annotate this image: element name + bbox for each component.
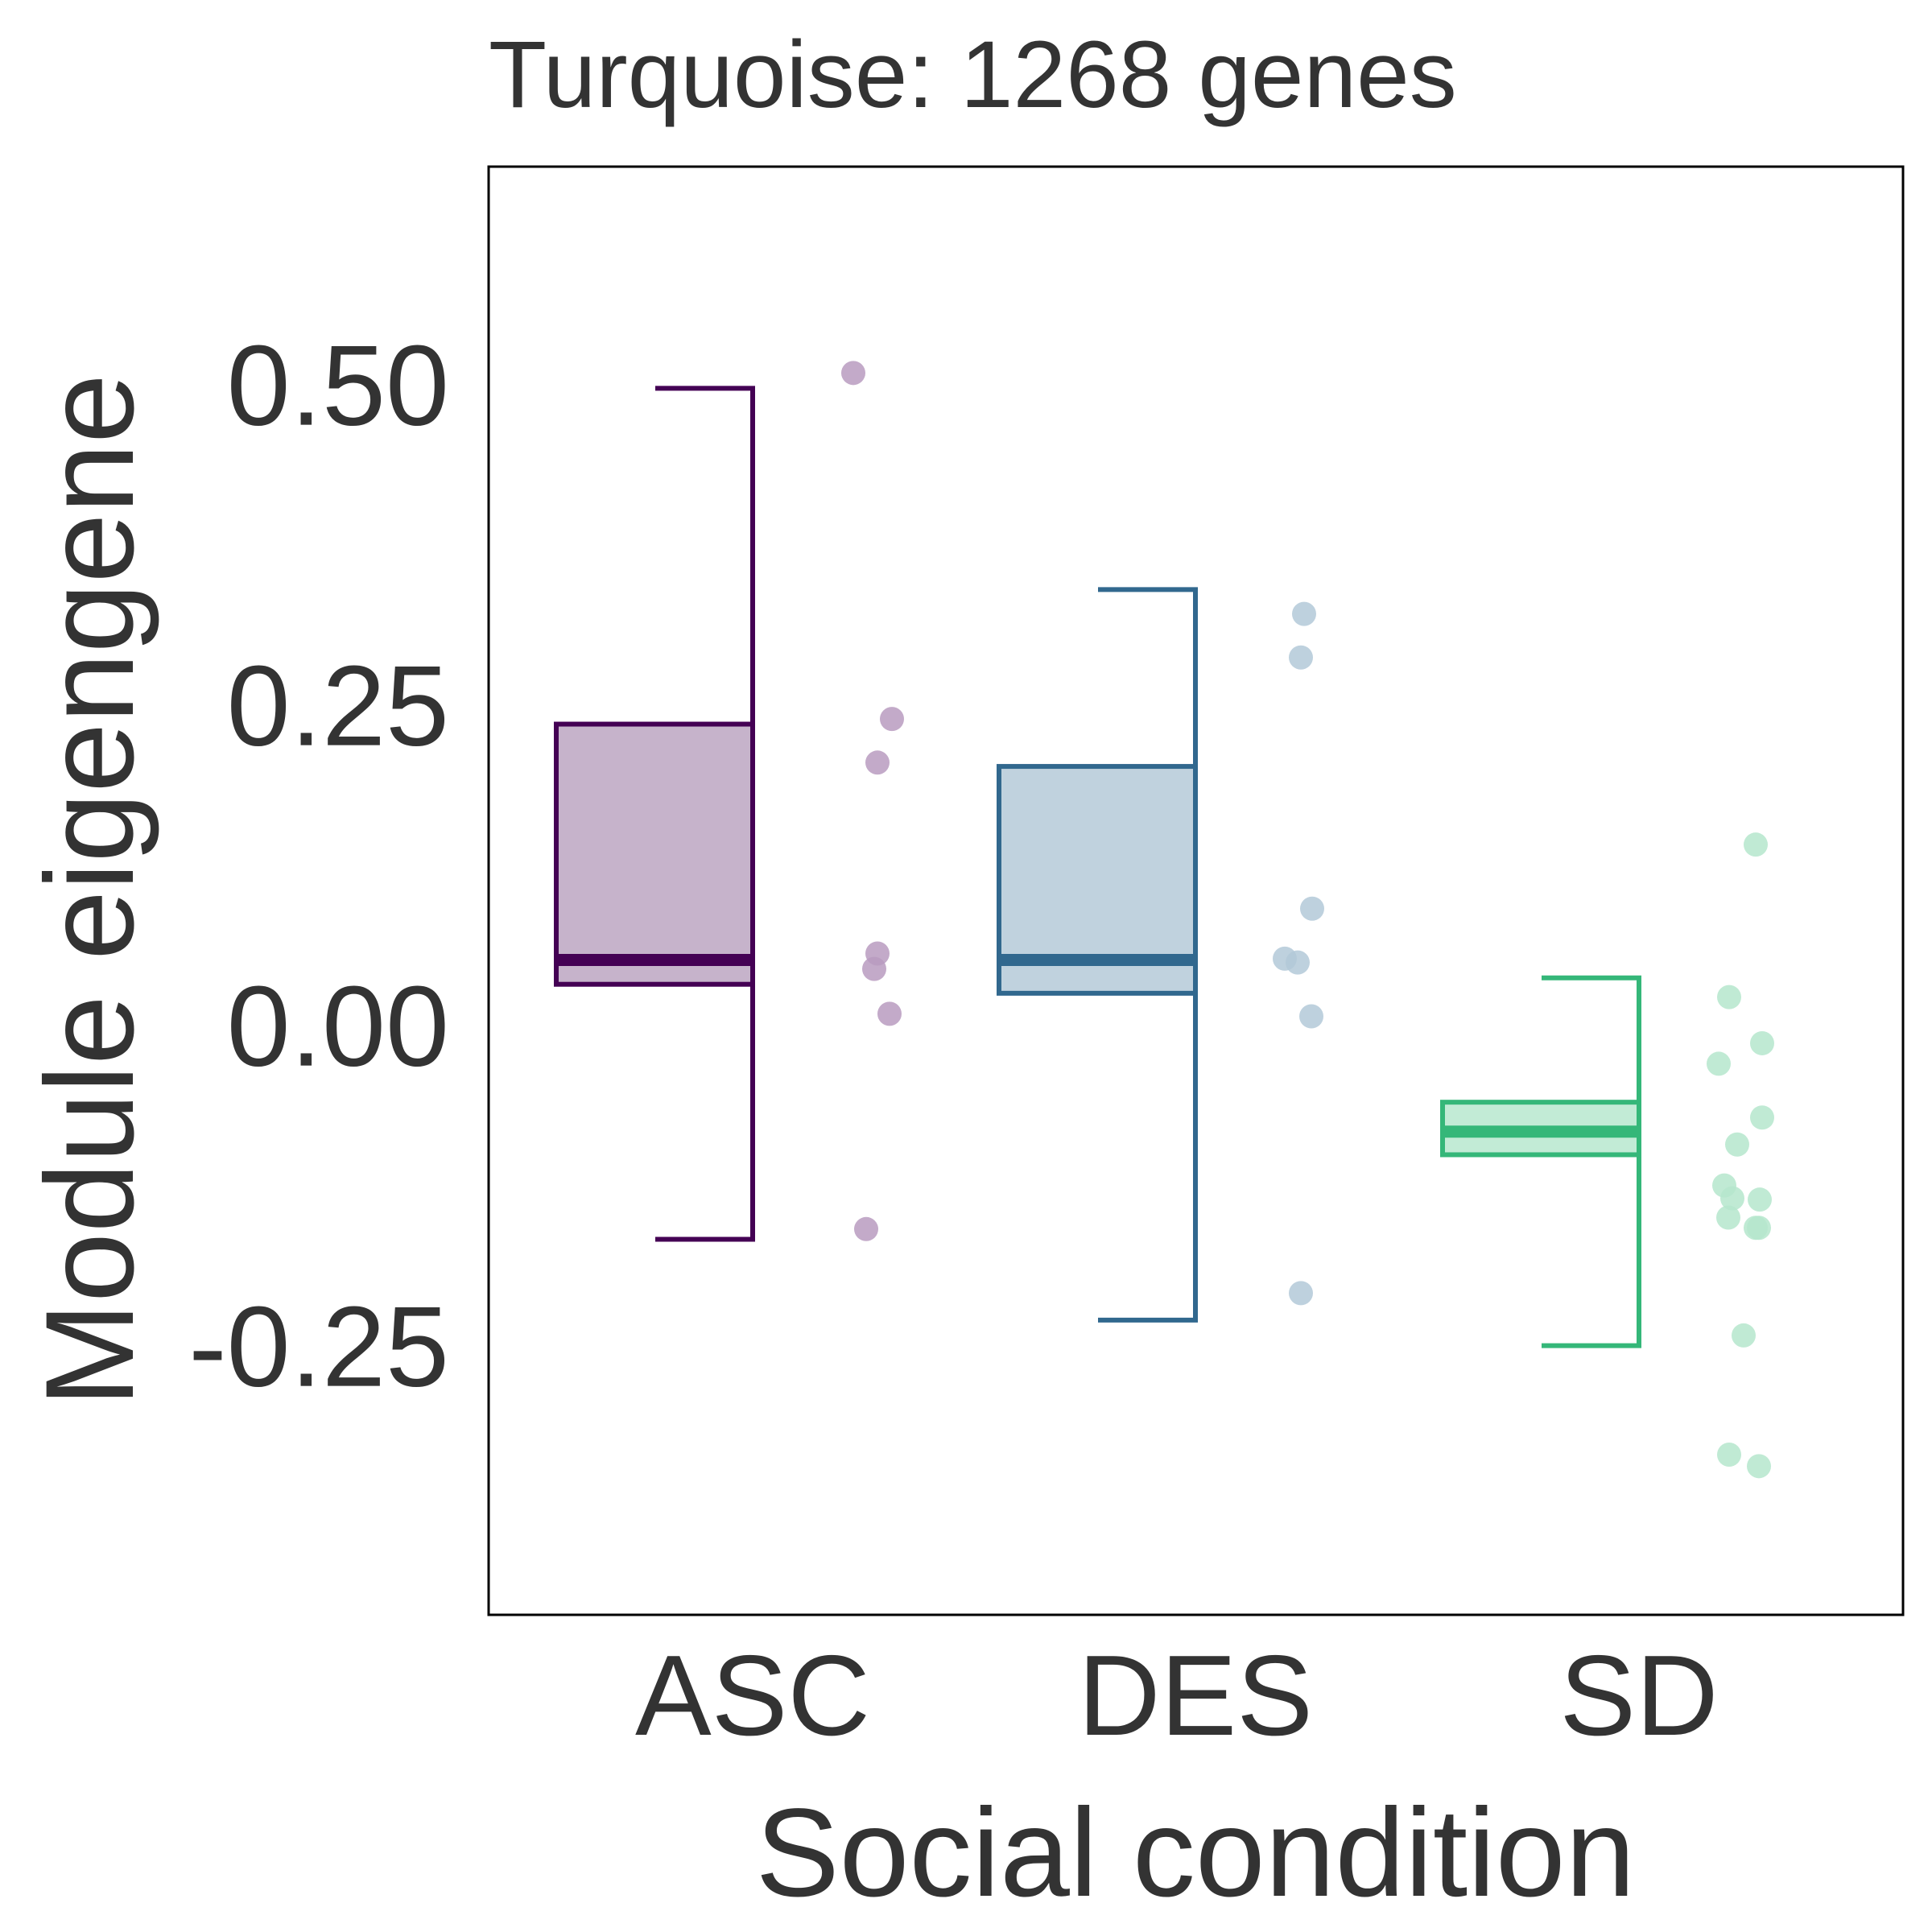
point-sd-10 xyxy=(1716,1205,1740,1230)
point-sd-14 xyxy=(1717,1442,1741,1467)
point-asc-5 xyxy=(862,956,886,981)
y-axis-label: Module eigengene xyxy=(20,374,160,1407)
point-des-1 xyxy=(1292,601,1316,626)
point-asc-1 xyxy=(841,361,865,386)
whisker-sd xyxy=(1542,975,1641,1348)
point-sd-1 xyxy=(1744,832,1768,857)
point-des-6 xyxy=(1299,1004,1323,1029)
point-des-2 xyxy=(1289,645,1313,670)
y-tick-3: 0.25 xyxy=(227,642,449,770)
y-tick-labels: -0.25 0.00 0.25 0.50 xyxy=(188,322,449,1411)
point-sd-2 xyxy=(1717,985,1741,1009)
point-des-5 xyxy=(1286,950,1310,975)
chart-title: Turquoise: 1268 genes xyxy=(489,22,1457,128)
point-asc-6 xyxy=(877,1001,902,1026)
point-sd-3 xyxy=(1750,1030,1774,1055)
point-des-3 xyxy=(1300,896,1324,921)
point-sd-13 xyxy=(1732,1323,1756,1348)
point-asc-2 xyxy=(880,707,904,732)
point-asc-7 xyxy=(854,1216,878,1241)
x-tick-des: DES xyxy=(1078,1632,1313,1760)
y-tick-1: -0.25 xyxy=(188,1283,449,1411)
box-asc xyxy=(554,721,755,987)
point-layer xyxy=(841,361,1774,1479)
point-sd-4 xyxy=(1707,1051,1731,1076)
point-sd-15 xyxy=(1747,1454,1771,1479)
x-tick-asc: ASC xyxy=(635,1632,870,1760)
point-sd-12 xyxy=(1747,1216,1771,1241)
y-tick-4: 0.50 xyxy=(227,322,449,450)
plot-frame xyxy=(487,165,1905,1616)
box-layer xyxy=(554,386,1641,1348)
point-sd-8 xyxy=(1720,1186,1744,1211)
x-tick-sd: SD xyxy=(1559,1632,1718,1760)
y-tick-2: 0.00 xyxy=(227,963,449,1091)
point-des-7 xyxy=(1289,1281,1313,1306)
point-sd-9 xyxy=(1748,1187,1772,1212)
point-sd-5 xyxy=(1750,1105,1774,1130)
x-axis-label: Social condition xyxy=(756,1783,1636,1923)
point-sd-6 xyxy=(1725,1132,1749,1157)
x-tick-labels: ASC DES SD xyxy=(635,1632,1719,1760)
point-asc-3 xyxy=(865,750,890,775)
